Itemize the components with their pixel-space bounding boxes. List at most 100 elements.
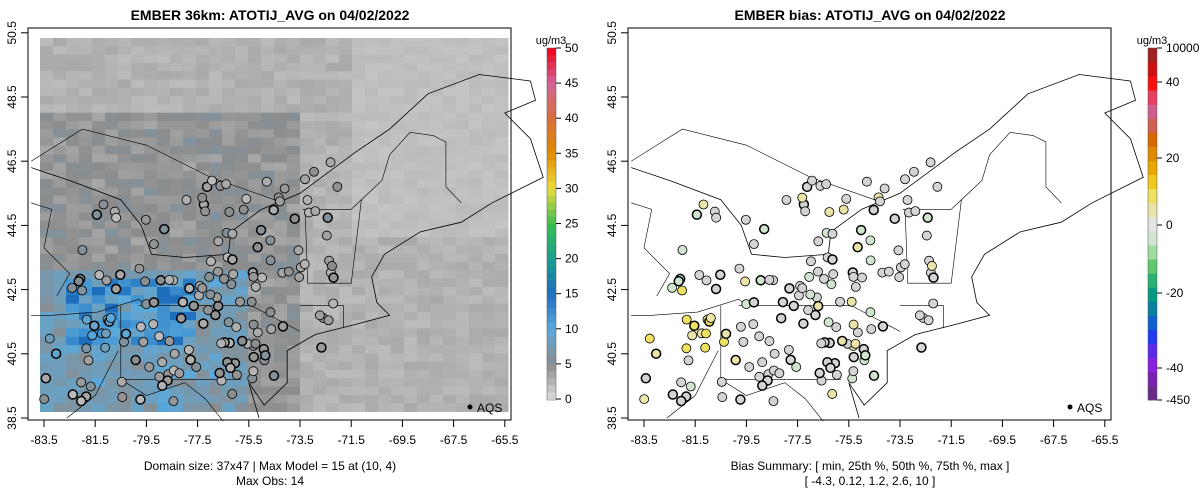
model-grid-cell: [235, 403, 249, 412]
model-grid-cell: [417, 179, 431, 188]
colorbar-segment: [1148, 216, 1157, 232]
model-grid-cell: [79, 212, 93, 222]
model-grid-cell: [378, 96, 392, 105]
model-grid-cell: [92, 353, 106, 363]
model-grid-cell: [313, 71, 327, 80]
model-grid-cell: [417, 311, 431, 321]
model-grid-cell: [339, 262, 353, 271]
aqs-station-marker: [332, 181, 343, 192]
model-grid-cell: [300, 370, 314, 379]
model-grid-cell: [339, 179, 353, 188]
model-grid-cell: [92, 154, 106, 163]
model-grid-cell: [131, 96, 145, 105]
model-grid-cell: [183, 336, 197, 346]
colorbar-segment: [547, 216, 556, 224]
model-grid-cell: [469, 278, 483, 288]
model-grid-cell: [53, 46, 67, 56]
model-grid-cell: [40, 87, 54, 97]
model-grid-cell: [495, 361, 509, 371]
model-grid-cell: [53, 96, 67, 105]
model-grid-cell: [456, 237, 470, 246]
model-grid-cell: [222, 370, 236, 379]
model-grid-cell: [144, 104, 158, 114]
model-grid-cell: [53, 336, 67, 346]
model-grid-cell: [131, 71, 145, 80]
model-grid-cell: [469, 204, 483, 213]
aqs-station-marker: [798, 318, 809, 329]
model-grid-cell: [378, 303, 392, 313]
model-grid-cell: [66, 112, 80, 122]
model-grid-cell: [131, 345, 145, 354]
model-grid-cell: [209, 79, 223, 89]
aqs-station-marker: [889, 213, 901, 224]
aqs-station-marker: [683, 355, 694, 366]
model-grid-cell: [417, 145, 431, 155]
model-grid-cell: [157, 38, 171, 47]
aqs-station-marker: [148, 297, 160, 308]
model-grid-cell: [196, 112, 210, 122]
aqs-station-marker: [738, 336, 749, 347]
aqs-station-marker: [75, 395, 87, 407]
model-grid-cell: [66, 295, 80, 305]
model-grid-cell: [196, 38, 210, 47]
model-grid-cell: [261, 54, 275, 64]
model-grid-cell: [209, 96, 223, 105]
model-grid-cell: [443, 46, 457, 56]
model-grid-cell: [378, 253, 392, 263]
model-grid-cell: [170, 204, 184, 213]
colorbar-segment: [547, 223, 556, 231]
model-grid-cell: [313, 145, 327, 155]
model-grid-cell: [157, 87, 171, 97]
model-grid-cell: [235, 187, 249, 197]
model-grid-cell: [183, 220, 197, 230]
model-grid-cell: [404, 112, 418, 122]
model-grid-cell: [365, 46, 379, 56]
model-grid-cell: [482, 212, 496, 222]
aqs-station-marker: [875, 196, 885, 207]
aqs-station-marker: [77, 245, 88, 255]
model-grid-cell: [482, 170, 496, 180]
model-grid-cell: [469, 195, 483, 205]
aqs-station-marker: [115, 269, 126, 281]
model-grid-cell: [430, 145, 444, 155]
model-grid-cell: [274, 204, 288, 213]
model-grid-cell: [209, 104, 223, 114]
model-grid-cell: [170, 295, 184, 305]
model-grid-cell: [378, 179, 392, 188]
colorbar-tick-label: 10: [565, 322, 579, 336]
aqs-station-marker: [883, 266, 894, 277]
model-grid-cell: [66, 71, 80, 80]
aqs-station-marker: [804, 272, 815, 282]
y-tick-label: 46.5: [5, 149, 19, 173]
model-grid-cell: [183, 394, 197, 404]
model-grid-cell: [222, 394, 236, 404]
model-grid-cell: [53, 129, 67, 139]
aqs-station-marker: [154, 331, 165, 342]
model-grid-cell: [274, 162, 288, 172]
model-grid-cell: [287, 328, 301, 338]
model-grid-cell: [443, 303, 457, 313]
model-grid-cell: [248, 137, 262, 147]
model-grid-cell: [391, 303, 405, 313]
model-grid-cell: [339, 336, 353, 346]
model-grid-cell: [495, 311, 509, 321]
model-grid-cell: [443, 112, 457, 122]
model-grid-cell: [196, 170, 210, 180]
model-grid-cell: [66, 328, 80, 338]
model-grid-cell: [105, 270, 119, 280]
aqs-station-marker: [921, 230, 932, 241]
model-grid-cell: [482, 96, 496, 105]
model-grid-cell: [144, 287, 158, 296]
model-grid-cell: [495, 262, 509, 271]
model-grid-cell: [274, 295, 288, 305]
aqs-station-marker: [677, 245, 688, 255]
model-grid-cell: [495, 46, 509, 56]
model-grid-cell: [352, 295, 366, 305]
colorbar-segment: [547, 356, 556, 365]
colorbar-tick-label: 5: [565, 357, 572, 371]
model-grid-cell: [92, 145, 106, 155]
aqs-station-marker: [238, 204, 249, 215]
model-grid-cell: [482, 262, 496, 271]
model-grid-cell: [92, 295, 106, 305]
model-grid-cell: [443, 54, 457, 64]
